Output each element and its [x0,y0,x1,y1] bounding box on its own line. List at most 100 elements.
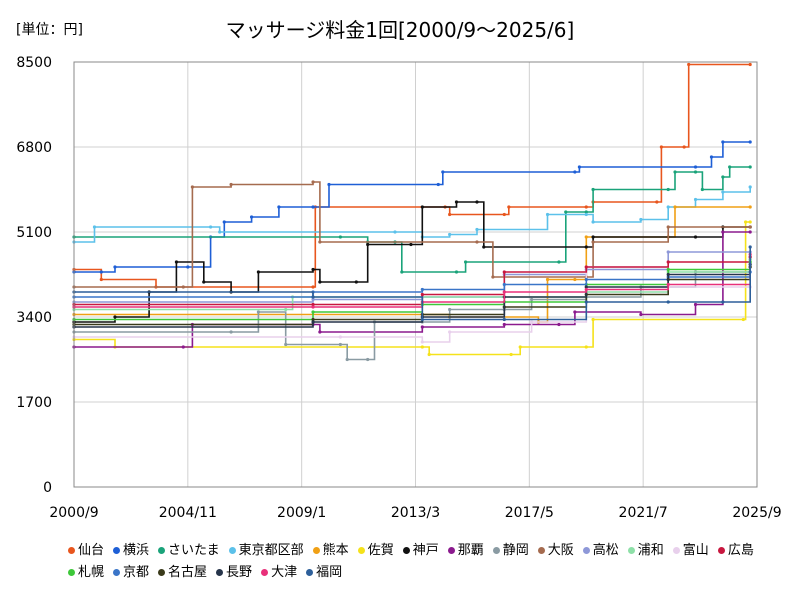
data-point [748,205,752,209]
data-point [591,317,595,322]
series-18 [72,252,752,309]
data-point [748,230,752,234]
y-tick-label: 5100 [16,225,52,241]
data-point [311,295,315,299]
data-point [507,205,511,209]
data-point [311,297,315,302]
data-point [557,322,561,327]
data-point [311,310,315,314]
data-point [318,240,322,244]
legend-swatch [306,569,314,576]
data-point [420,292,424,297]
data-point [502,282,506,287]
data-point [256,310,261,314]
data-point [454,200,459,204]
data-point [502,317,506,322]
data-point [311,205,315,209]
data-point [721,190,725,194]
data-point [530,297,534,302]
data-point [748,220,752,224]
data-point [222,220,226,224]
legend-item: 熊本 [312,540,349,562]
legend-item: 静岡 [492,540,529,562]
series-line [74,247,751,321]
legend-item: 浦和 [627,540,664,562]
legend-label: 神戸 [412,543,439,558]
data-point [454,270,459,274]
legend-item: 仙台 [68,540,104,562]
data-point [311,267,315,272]
data-point [557,260,561,264]
data-point [584,205,588,209]
data-point [721,300,725,304]
data-point [475,240,479,244]
data-point [577,165,582,169]
data-point [338,335,342,339]
series-line [74,259,751,361]
data-point [366,357,370,362]
data-point [584,345,588,349]
data-point [693,197,698,202]
data-point [564,210,568,214]
series-line [74,262,751,321]
y-tick-label: 8500 [16,55,52,71]
legend-swatch [537,547,545,554]
legend-label: 浦和 [637,543,664,558]
data-point [584,287,588,292]
data-point [99,277,103,282]
data-point [311,302,315,307]
data-point [584,285,588,289]
legend-item: 神戸 [402,540,439,562]
data-point [666,260,670,264]
y-tick-label: 1700 [16,395,52,411]
legend: 仙台 横浜 さいたま 東京都区部 熊本 佐賀 神戸 那覇 静岡 大阪 高松 浦和 富山 広島札幌 京都 名古屋… [68,540,788,584]
data-point [502,290,506,294]
data-point [409,242,413,247]
series-1 [72,140,752,274]
legend-label: 横浜 [123,543,150,558]
data-point [693,302,698,307]
data-point [659,145,663,149]
data-point [728,165,732,169]
series-4 [72,205,752,324]
series-19 [72,245,752,322]
legend-label: 熊本 [322,543,349,558]
data-point [545,277,550,282]
data-point [366,242,370,247]
data-point [639,217,643,222]
series-13 [72,255,752,307]
legend-item: 名古屋 [158,562,207,584]
legend-swatch [113,569,121,576]
x-tick-label: 2013/3 [391,505,440,521]
data-point [748,225,752,229]
axis-labels: 0 1700 3400 5100 6800 8500 2000/9 2004/11 2009/1… [16,55,781,521]
x-tick-label: 2017/5 [505,505,554,521]
data-point [502,212,506,217]
series-line [74,254,751,308]
data-point [573,277,577,282]
data-point [518,345,522,349]
data-point [448,232,452,237]
data-point [463,260,468,264]
legend-item: 大阪 [537,540,574,562]
data-point [190,185,194,189]
legend-item: 富山 [672,540,709,562]
legend-label: 東京都区部 [238,543,304,558]
data-point [666,300,670,304]
data-point [174,260,179,264]
legend-swatch [68,569,75,576]
plot-frame [73,61,758,488]
data-point [666,205,670,209]
data-point [591,240,595,244]
legend-swatch [447,547,455,554]
data-point [693,235,698,239]
series-9 [72,180,752,289]
data-point [666,282,670,287]
data-point [448,307,452,312]
legend-label: 高松 [592,543,619,558]
data-point [113,315,117,319]
data-point [420,317,424,322]
data-point [584,212,588,217]
y-tick-label: 3400 [16,310,52,326]
